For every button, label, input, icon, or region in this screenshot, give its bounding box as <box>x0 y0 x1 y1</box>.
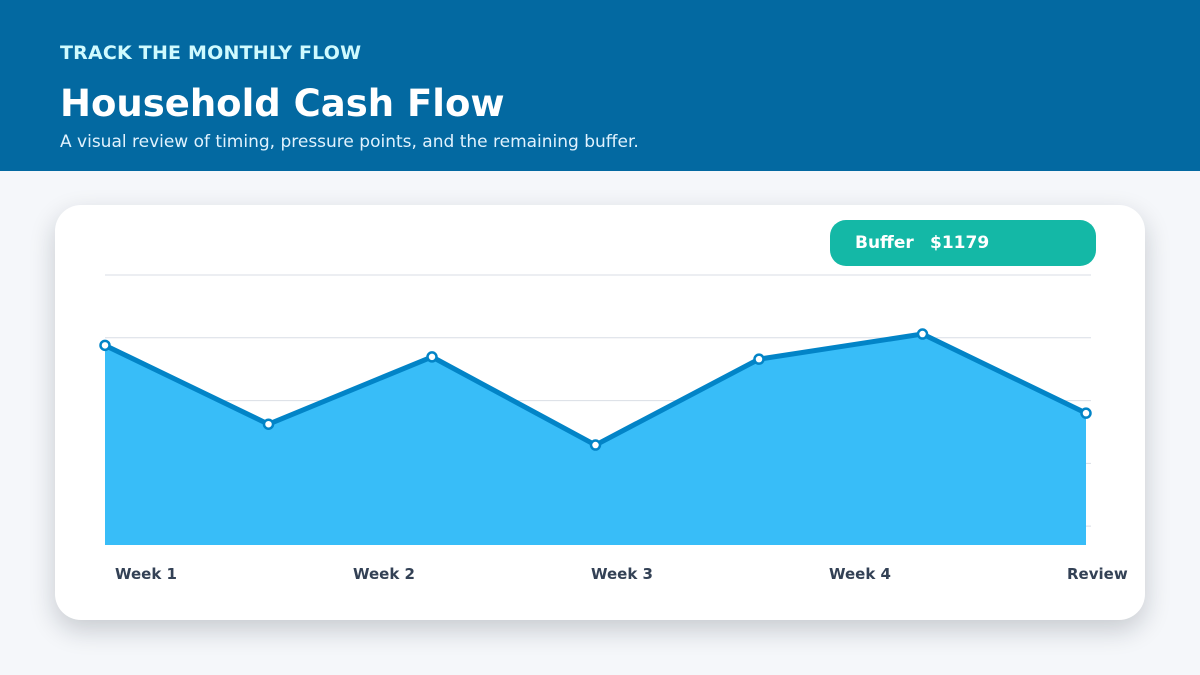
x-tick-label: Week 2 <box>353 565 415 583</box>
buffer-badge: Buffer $1179 <box>830 220 1096 266</box>
x-tick-label: Week 3 <box>591 565 653 583</box>
data-point-2 <box>262 418 275 430</box>
data-points <box>99 328 1092 451</box>
data-point-7 <box>1080 407 1092 419</box>
x-axis-ticks: Week 1 Week 2 Week 3 Week 4 Review <box>115 565 1128 583</box>
x-tick-label: Review <box>1067 565 1128 583</box>
x-tick-label: Week 4 <box>829 565 891 583</box>
area-fill <box>105 334 1086 545</box>
buffer-badge-label: Buffer <box>855 233 914 253</box>
x-tick-label: Week 1 <box>115 565 177 583</box>
buffer-badge-value: $1179 <box>930 233 990 253</box>
page-title: Household Cash Flow <box>60 82 505 125</box>
data-point-4 <box>589 439 602 451</box>
data-point-1 <box>99 339 111 352</box>
page-subtitle: A visual review of timing, pressure poin… <box>60 132 639 152</box>
header-banner: TRACK THE MONTHLY FLOW Household Cash Fl… <box>0 0 1200 171</box>
data-point-3 <box>426 351 438 363</box>
eyebrow-label: TRACK THE MONTHLY FLOW <box>60 42 362 64</box>
data-point-5 <box>753 353 765 365</box>
data-point-6 <box>916 328 929 340</box>
